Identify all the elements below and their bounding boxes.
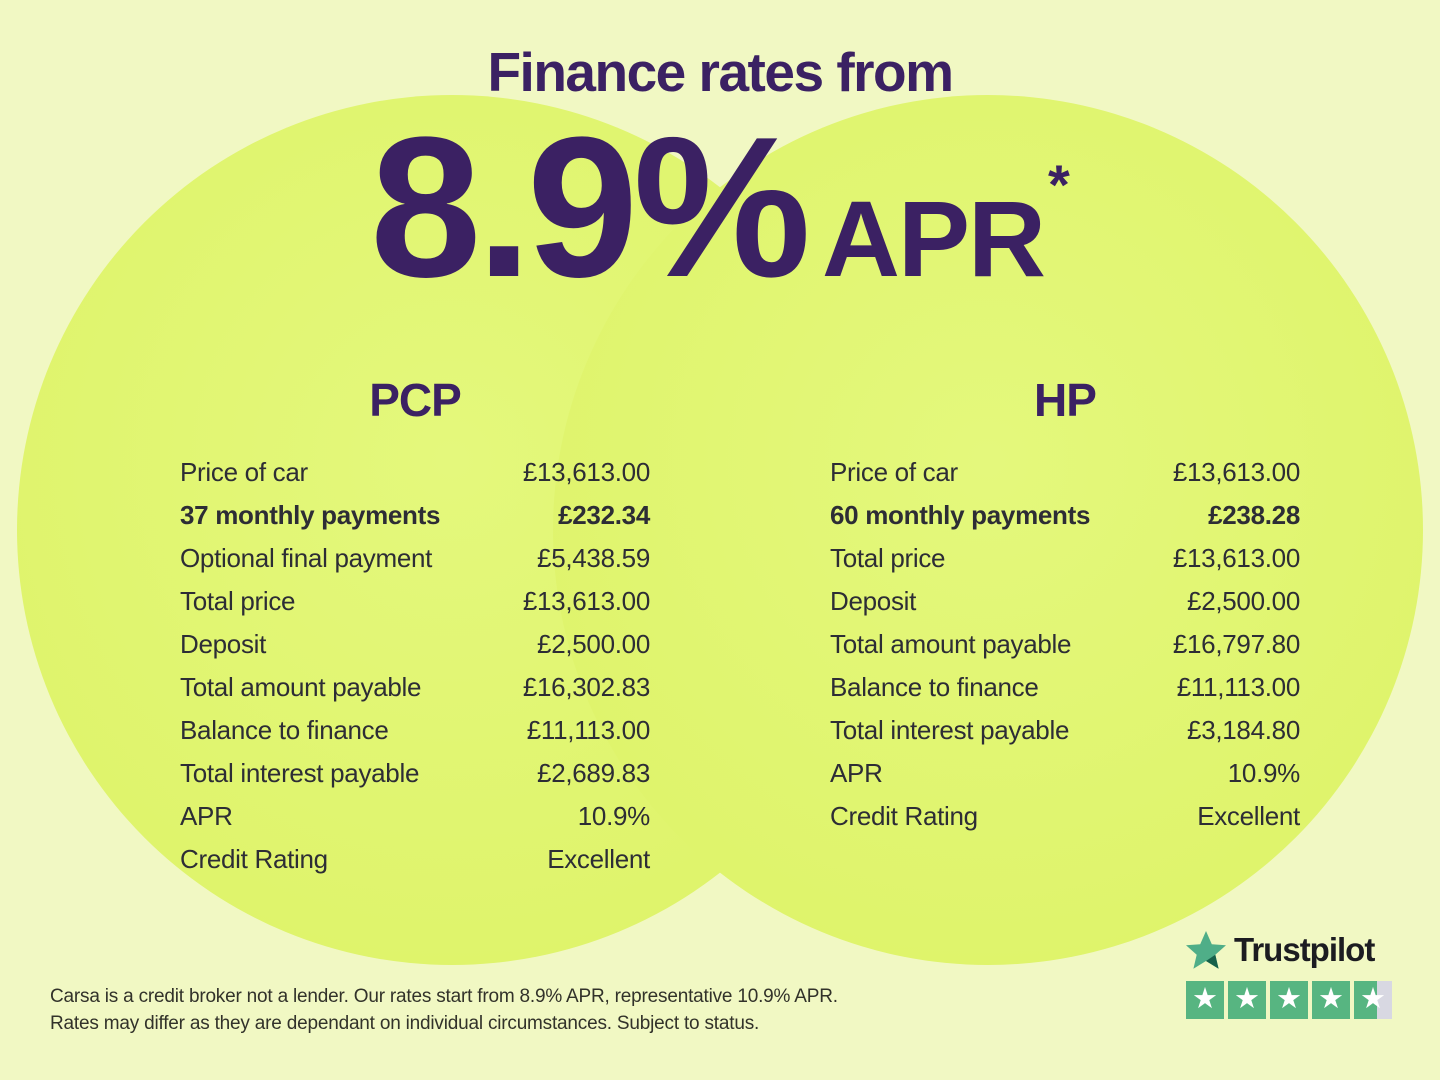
row-value: £3,184.80 [1187,714,1300,745]
table-row: Total price £13,613.00 [830,537,1300,580]
row-value: £11,113.00 [526,714,651,745]
row-label: Price of car [830,456,958,487]
row-label: Balance to finance [830,671,1039,702]
star-icon: ★ [1234,981,1260,1015]
row-label: Balance to finance [180,714,389,745]
row-value: 10.9% [1227,757,1301,788]
table-row: Total amount payable £16,302.83 [180,666,650,709]
row-label: Optional final payment [180,542,433,573]
table-row: Total price £13,613.00 [180,580,650,623]
row-value: £2,500.00 [537,628,650,659]
trustpilot-stars: ★ ★ ★ ★ ★ [1186,981,1392,1019]
headline-kicker: Finance rates from [487,41,954,103]
pcp-table: Price of car £13,613.00 37 monthly payme… [180,451,650,881]
table-row: Total interest payable £3,184.80 [830,709,1300,752]
row-value: £2,689.83 [537,757,650,788]
row-label: APR [180,800,233,831]
table-row: Total amount payable £16,797.80 [830,623,1300,666]
table-row: Price of car £13,613.00 [830,451,1300,494]
trustpilot-star-box: ★ [1354,981,1392,1019]
row-value: £232.34 [558,499,650,530]
disclaimer-line-1: Carsa is a credit broker not a lender. O… [50,986,838,1007]
row-label: Total interest payable [180,757,420,788]
table-row: Total interest payable £2,689.83 [180,752,650,795]
table-row: Optional final payment £5,438.59 [180,537,650,580]
row-label: Total interest payable [830,714,1070,745]
table-row: Deposit £2,500.00 [180,623,650,666]
disclaimer: Carsa is a credit broker not a lender. O… [50,983,838,1037]
row-label: Deposit [180,628,267,659]
table-row: Balance to finance £11,113.00 [180,709,650,752]
table-row: 37 monthly payments £232.34 [180,494,650,537]
rate-value: 8.9% [370,96,811,319]
row-value: £5,438.59 [537,542,650,573]
row-value: £2,500.00 [1187,585,1300,616]
trustpilot-widget: Trustpilot ★ ★ ★ ★ ★ [1186,930,1392,1019]
background-circle-right [553,95,1423,965]
trustpilot-star-box: ★ [1228,981,1266,1019]
row-value: £13,613.00 [522,585,650,616]
trustpilot-star-box: ★ [1186,981,1224,1019]
hp-column: HP Price of car £13,613.00 60 monthly pa… [830,374,1300,838]
row-value: £13,613.00 [1172,456,1300,487]
row-value: £13,613.00 [522,456,650,487]
row-value: £16,797.80 [1172,628,1300,659]
trustpilot-logo: Trustpilot [1186,930,1392,970]
table-row: Deposit £2,500.00 [830,580,1300,623]
row-label: Total amount payable [830,628,1072,659]
hp-title: HP [1034,374,1097,426]
apr-label: APR [822,178,1046,299]
row-value: £238.28 [1208,499,1300,530]
row-label: Credit Rating [830,800,978,831]
trustpilot-star-icon [1186,930,1226,970]
hp-table: Price of car £13,613.00 60 monthly payme… [830,451,1300,838]
table-row: APR 10.9% [830,752,1300,795]
trustpilot-brand-name: Trustpilot [1234,931,1375,968]
star-icon: ★ [1276,981,1302,1015]
row-label: Credit Rating [180,843,328,874]
disclaimer-line-2: Rates may differ as they are dependant o… [50,1013,760,1034]
table-row: Credit Rating Excellent [180,838,650,881]
row-label: Price of car [180,456,308,487]
trustpilot-star-box: ★ [1270,981,1308,1019]
row-value: 10.9% [577,800,651,831]
table-row: Credit Rating Excellent [830,795,1300,838]
star-icon: ★ [1318,981,1344,1015]
star-icon: ★ [1192,981,1218,1015]
table-row: Price of car £13,613.00 [180,451,650,494]
table-row: APR 10.9% [180,795,650,838]
row-value: £11,113.00 [1176,671,1301,702]
table-row: 60 monthly payments £238.28 [830,494,1300,537]
row-label: Total amount payable [180,671,422,702]
pcp-title: PCP [369,374,462,426]
table-row: Balance to finance £11,113.00 [830,666,1300,709]
headline-rate-line: 8.9% APR* [0,108,1440,308]
row-label: 60 monthly payments [830,499,1091,530]
row-value: Excellent [547,843,650,874]
apr-asterisk: * [1048,153,1070,216]
row-value: £13,613.00 [1172,542,1300,573]
pcp-column: PCP Price of car £13,613.00 37 monthly p… [180,374,650,881]
row-label: Deposit [830,585,917,616]
row-label: Total price [830,542,946,573]
row-label: 37 monthly payments [180,499,441,530]
row-value: £16,302.83 [522,671,650,702]
row-label: APR [830,757,883,788]
trustpilot-star-box: ★ [1312,981,1350,1019]
star-icon: ★ [1360,981,1386,1015]
row-value: Excellent [1197,800,1300,831]
row-label: Total price [180,585,296,616]
